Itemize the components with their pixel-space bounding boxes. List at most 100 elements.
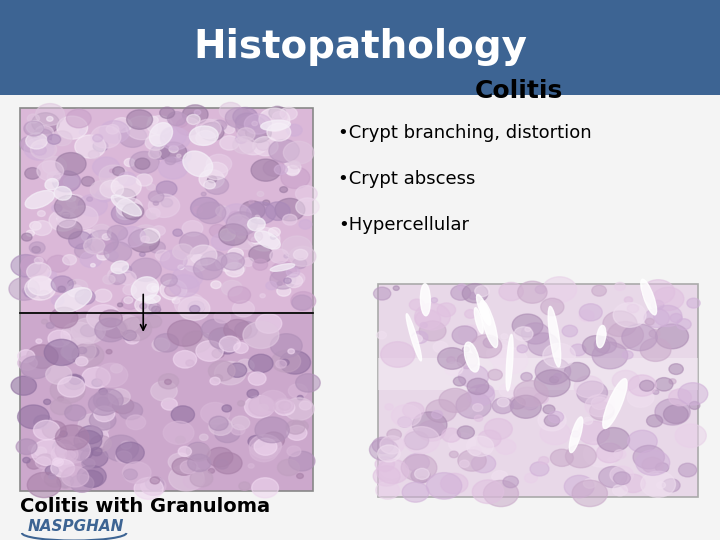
Circle shape xyxy=(51,276,73,293)
Circle shape xyxy=(100,180,124,198)
Circle shape xyxy=(123,469,138,480)
Circle shape xyxy=(9,278,40,300)
Circle shape xyxy=(204,162,228,180)
Circle shape xyxy=(49,210,77,231)
Circle shape xyxy=(47,172,60,182)
Ellipse shape xyxy=(506,334,513,391)
Circle shape xyxy=(240,201,265,220)
Circle shape xyxy=(469,447,481,455)
Circle shape xyxy=(33,145,46,155)
Circle shape xyxy=(279,351,310,374)
Circle shape xyxy=(75,243,95,259)
Circle shape xyxy=(130,258,161,281)
Text: •Crypt branching, distortion: •Crypt branching, distortion xyxy=(338,124,592,142)
Circle shape xyxy=(469,292,478,299)
Circle shape xyxy=(222,204,251,226)
FancyBboxPatch shape xyxy=(20,108,313,313)
Circle shape xyxy=(37,161,63,181)
Circle shape xyxy=(248,227,280,251)
Circle shape xyxy=(628,430,657,453)
Circle shape xyxy=(201,251,227,271)
Circle shape xyxy=(534,370,570,397)
Circle shape xyxy=(228,215,251,232)
Circle shape xyxy=(474,286,490,296)
Circle shape xyxy=(104,242,132,262)
Circle shape xyxy=(292,258,307,269)
Circle shape xyxy=(150,241,166,253)
Circle shape xyxy=(53,440,73,455)
Text: Colitis with Granuloma: Colitis with Granuloma xyxy=(20,497,270,516)
Circle shape xyxy=(90,180,115,199)
Circle shape xyxy=(596,443,623,463)
Circle shape xyxy=(270,270,296,289)
Circle shape xyxy=(401,454,437,481)
Ellipse shape xyxy=(548,306,561,367)
Circle shape xyxy=(176,117,200,136)
Circle shape xyxy=(194,110,201,115)
Circle shape xyxy=(472,455,495,473)
Circle shape xyxy=(534,393,549,404)
Circle shape xyxy=(161,398,177,410)
Circle shape xyxy=(438,348,467,369)
Circle shape xyxy=(27,230,35,237)
Circle shape xyxy=(153,201,158,205)
Circle shape xyxy=(219,336,240,352)
Circle shape xyxy=(289,160,300,169)
Circle shape xyxy=(596,329,621,347)
Circle shape xyxy=(280,187,287,193)
Circle shape xyxy=(99,310,122,327)
Circle shape xyxy=(608,321,644,348)
Circle shape xyxy=(299,220,312,229)
Circle shape xyxy=(68,280,76,286)
Circle shape xyxy=(603,311,637,336)
Circle shape xyxy=(249,200,254,204)
Circle shape xyxy=(260,294,265,298)
Circle shape xyxy=(148,191,164,202)
Circle shape xyxy=(89,393,119,415)
Circle shape xyxy=(259,108,290,131)
Circle shape xyxy=(222,405,231,412)
Circle shape xyxy=(402,402,424,418)
Circle shape xyxy=(78,194,107,216)
Circle shape xyxy=(530,462,549,476)
Circle shape xyxy=(249,435,281,458)
Circle shape xyxy=(154,334,179,352)
Circle shape xyxy=(457,353,478,369)
Circle shape xyxy=(24,138,54,160)
Circle shape xyxy=(459,325,482,342)
Circle shape xyxy=(161,250,187,270)
Circle shape xyxy=(112,167,125,176)
Circle shape xyxy=(169,146,179,153)
Circle shape xyxy=(483,481,518,507)
Circle shape xyxy=(599,467,627,488)
Circle shape xyxy=(248,240,255,245)
Text: Colitis: Colitis xyxy=(474,79,562,103)
Circle shape xyxy=(208,361,235,381)
Circle shape xyxy=(112,203,140,225)
Circle shape xyxy=(288,384,307,398)
Circle shape xyxy=(59,431,67,437)
Circle shape xyxy=(122,296,139,309)
Circle shape xyxy=(275,198,305,221)
Circle shape xyxy=(252,122,258,126)
FancyBboxPatch shape xyxy=(378,358,698,390)
Circle shape xyxy=(207,448,233,467)
Circle shape xyxy=(57,475,73,488)
Circle shape xyxy=(112,398,134,414)
Circle shape xyxy=(42,319,48,324)
Circle shape xyxy=(89,151,99,159)
Ellipse shape xyxy=(261,120,290,130)
Circle shape xyxy=(210,329,236,349)
Circle shape xyxy=(571,431,580,437)
Circle shape xyxy=(160,280,187,300)
Circle shape xyxy=(248,435,264,448)
Circle shape xyxy=(119,402,143,420)
Circle shape xyxy=(235,135,247,144)
Ellipse shape xyxy=(149,123,173,146)
Circle shape xyxy=(190,470,213,487)
Circle shape xyxy=(149,303,161,312)
Circle shape xyxy=(69,375,81,384)
Circle shape xyxy=(152,226,166,235)
Circle shape xyxy=(36,339,42,343)
Circle shape xyxy=(122,462,151,483)
